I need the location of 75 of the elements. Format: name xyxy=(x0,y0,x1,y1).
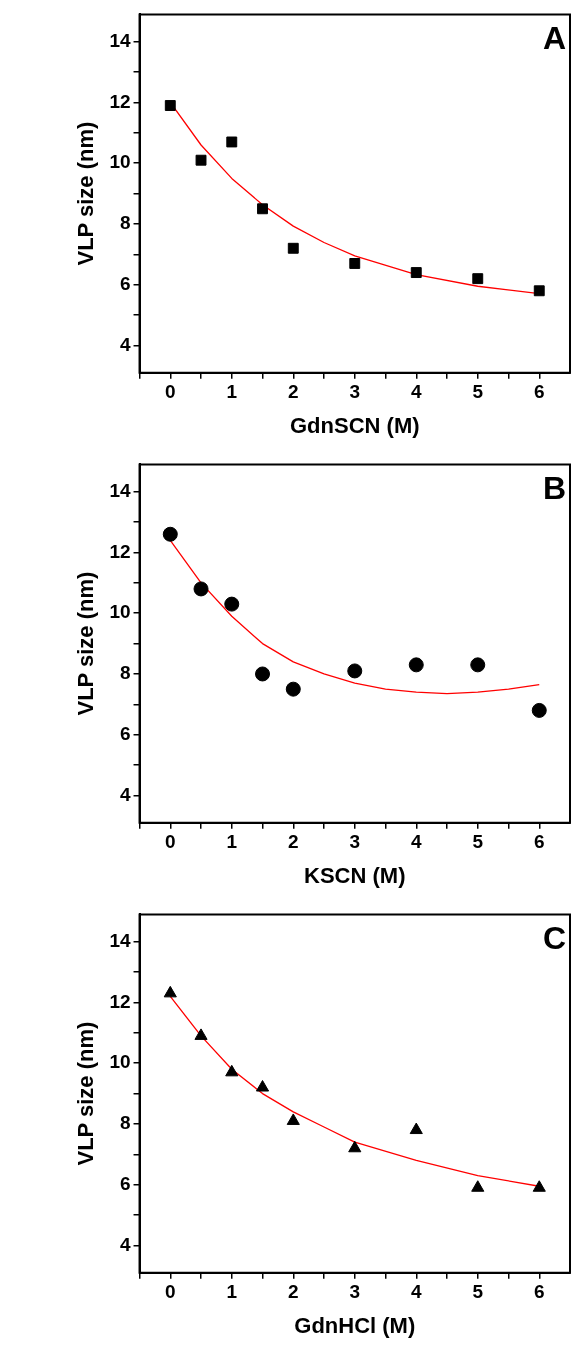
point xyxy=(162,526,178,542)
x-tick-label: 5 xyxy=(472,381,484,403)
x-tick-label: 2 xyxy=(287,831,299,853)
x-tick-label: 0 xyxy=(164,831,176,853)
y-tick-label: 6 xyxy=(119,722,131,744)
annotation: B xyxy=(542,470,566,507)
x-tick-label: 5 xyxy=(472,831,484,853)
y-tick-label: 12 xyxy=(109,540,131,562)
y-tick-label: 6 xyxy=(119,272,131,294)
y-tick-label: 14 xyxy=(109,29,131,51)
point xyxy=(408,657,424,673)
y-axis-title: VLP size (nm) xyxy=(73,571,99,716)
point xyxy=(285,681,301,697)
x-tick-label: 3 xyxy=(349,1281,361,1303)
x-tick-label: 1 xyxy=(226,1281,238,1303)
x-tick-label: 1 xyxy=(226,381,238,403)
point xyxy=(533,285,545,297)
point xyxy=(164,100,176,111)
point xyxy=(225,1064,239,1077)
y-tick-label: 10 xyxy=(109,1051,131,1073)
point xyxy=(286,1113,300,1125)
point xyxy=(410,267,422,279)
y-axis-title: VLP size (nm) xyxy=(73,1021,99,1166)
y-tick-label: 8 xyxy=(119,212,131,234)
x-tick-label: 2 xyxy=(287,381,299,403)
point xyxy=(255,1080,270,1092)
x-tick-label: 2 xyxy=(287,1281,299,1303)
y-axis-title: VLP size (nm) xyxy=(73,121,99,266)
y-tick-label: 14 xyxy=(109,929,131,951)
point xyxy=(532,1180,546,1192)
point xyxy=(193,581,209,597)
x-tick-label: 1 xyxy=(226,831,238,853)
point xyxy=(287,242,299,254)
x-tick-label: 6 xyxy=(533,1281,545,1303)
x-tick-label: 3 xyxy=(349,831,361,853)
x-axis-title: KSCN (M) xyxy=(304,862,406,888)
y-tick-label: 12 xyxy=(109,990,131,1012)
x-tick-label: 0 xyxy=(164,381,176,403)
point xyxy=(471,1180,485,1192)
point xyxy=(349,258,361,269)
y-tick-label: 4 xyxy=(119,783,131,805)
x-axis-title: GdnSCN (M) xyxy=(290,412,420,438)
x-axis-title: GdnHCl (M) xyxy=(294,1312,416,1338)
point xyxy=(224,596,240,612)
y-tick-label: 12 xyxy=(109,90,131,112)
point xyxy=(531,702,547,718)
annotation: A xyxy=(542,20,566,57)
y-tick-label: 4 xyxy=(119,1233,131,1255)
point xyxy=(194,1028,208,1040)
x-tick-label: 4 xyxy=(410,381,422,403)
point xyxy=(257,203,268,215)
x-tick-label: 0 xyxy=(164,1281,176,1303)
y-tick-label: 8 xyxy=(119,1112,131,1134)
y-tick-label: 4 xyxy=(119,333,131,355)
x-tick-label: 4 xyxy=(410,1281,422,1303)
y-tick-label: 6 xyxy=(119,1172,131,1194)
point xyxy=(348,1140,362,1153)
x-tick-label: 6 xyxy=(533,831,545,853)
annotation: C xyxy=(542,920,566,957)
point xyxy=(347,663,363,679)
point xyxy=(409,1122,423,1135)
x-tick-label: 6 xyxy=(533,381,545,403)
x-tick-label: 5 xyxy=(472,1281,484,1303)
point xyxy=(226,136,238,148)
y-tick-label: 14 xyxy=(109,479,131,501)
y-tick-label: 10 xyxy=(109,151,131,173)
y-tick-label: 10 xyxy=(109,601,131,623)
point xyxy=(195,154,207,166)
point xyxy=(163,985,177,998)
x-tick-label: 4 xyxy=(410,831,422,853)
point xyxy=(472,273,484,285)
x-tick-label: 3 xyxy=(349,381,361,403)
point xyxy=(470,657,486,673)
y-tick-label: 8 xyxy=(119,662,131,684)
point xyxy=(255,666,271,682)
